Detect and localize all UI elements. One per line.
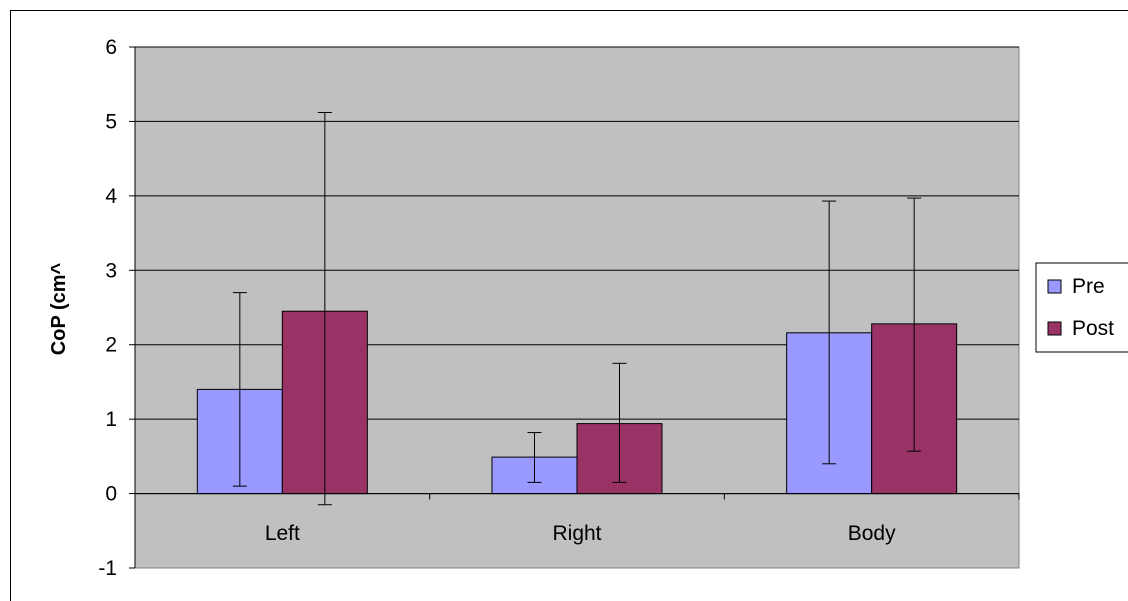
y-tick-label: 0 — [105, 483, 117, 506]
x-category-label: Right — [552, 522, 601, 545]
x-category-label: Left — [265, 522, 300, 545]
x-category-labels: Left Right Body — [265, 522, 896, 545]
legend-swatch-pre — [1047, 279, 1062, 294]
y-tick-label: 6 — [105, 36, 117, 59]
legend-label-pre: Pre — [1072, 275, 1105, 298]
y-tick-label: 5 — [105, 110, 117, 133]
y-tick-label: 3 — [105, 259, 117, 282]
y-tick-label: 2 — [105, 334, 117, 357]
y-tick-label: -1 — [98, 557, 117, 580]
legend: Pre Post — [1035, 262, 1128, 353]
error-bars — [232, 111, 922, 506]
legend-label-post: Post — [1072, 317, 1114, 340]
legend-box — [1035, 262, 1128, 353]
y-axis-label: CoP (cm^ — [48, 262, 70, 355]
legend-swatch-post — [1047, 321, 1062, 336]
y-tick-label: 1 — [105, 408, 117, 431]
y-tick-labels: -1 0 1 2 3 4 5 6 — [98, 36, 117, 580]
axes — [129, 46, 1020, 569]
y-tick-label: 4 — [105, 185, 117, 208]
x-category-label: Body — [848, 522, 896, 545]
